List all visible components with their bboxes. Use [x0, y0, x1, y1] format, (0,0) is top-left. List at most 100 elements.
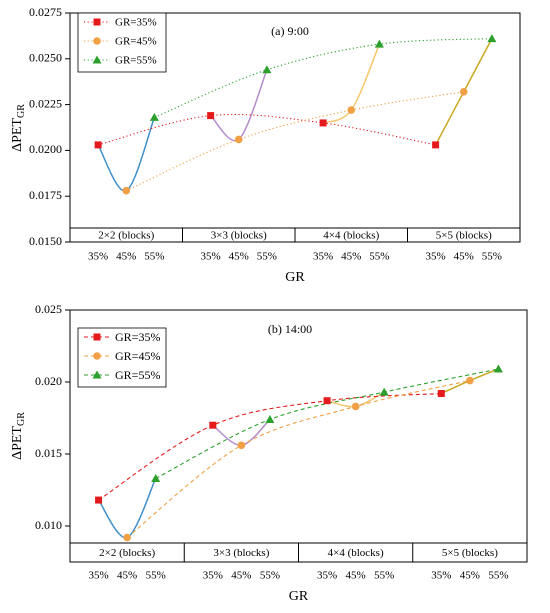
legend-label: GR=55% [115, 55, 157, 67]
marker-square [209, 421, 217, 429]
marker-square [437, 390, 445, 398]
x-tick-label: 45% [229, 251, 249, 263]
series-line [97, 113, 436, 146]
y-axis-label-sub: GR [16, 412, 27, 426]
x-tick-label: 55% [144, 251, 164, 263]
marker-triangle [374, 39, 384, 48]
y-axis-label-main: ΔPET [10, 426, 25, 460]
legend-marker [92, 55, 102, 64]
legend-label: GR=45% [115, 349, 160, 363]
x-tick-label: 45% [117, 570, 137, 582]
group-label: 3×3 (blocks) [213, 547, 269, 559]
legend-frame [77, 12, 167, 73]
x-tick-label: 55% [488, 570, 508, 582]
legend-marker [93, 37, 101, 45]
chart: 0.010 0.015 0.020 0.025 2×2 (blocks) 35% 45% 55… [10, 302, 528, 604]
marker-square [207, 112, 215, 120]
y-axis-label: ΔPETGR [10, 412, 27, 460]
x-tick-label: 35% [88, 570, 108, 582]
legend-marker [93, 18, 101, 26]
marker-triangle [493, 364, 503, 373]
y-tick-label: 0.0225 [29, 96, 62, 110]
x-axis-label: GR [289, 589, 309, 604]
y-tick-label: 0.0150 [29, 234, 62, 248]
x-tick-label: 55% [482, 251, 502, 263]
x-tick-label: 45% [116, 251, 136, 263]
marker-triangle [487, 34, 497, 43]
marker-circle [122, 186, 131, 195]
marker-circle [351, 402, 360, 411]
y-tick-label: 0.0275 [29, 5, 62, 19]
x-tick-label: 35% [203, 570, 223, 582]
x-tick-label: 55% [146, 570, 166, 582]
x-tick-label: 55% [374, 570, 394, 582]
x-tick-label: 45% [341, 251, 361, 263]
marker-circle [347, 106, 356, 114]
group-label: 5×5 (blocks) [436, 230, 492, 242]
group-label: 2×2 (blocks) [98, 230, 154, 242]
legend-label: GR=35% [115, 17, 157, 29]
series-line [155, 368, 499, 479]
x-tick-label: 35% [201, 251, 221, 263]
series-line [98, 392, 442, 501]
marker-triangle [149, 112, 159, 121]
y-tick-label: 0.0175 [29, 188, 62, 202]
y-tick-label: 0.0200 [29, 142, 62, 156]
y-tick-label: 0.010 [35, 518, 62, 532]
y-tick-label: 0.025 [35, 302, 62, 316]
x-tick-label: 45% [460, 570, 480, 582]
x-tick-label: 55% [260, 570, 280, 582]
x-tick-label: 35% [317, 570, 337, 582]
marker-circle [466, 376, 474, 385]
marker-triangle [265, 414, 275, 423]
block-curve [210, 69, 268, 142]
legend-marker [93, 352, 101, 360]
x-tick-label: 55% [257, 251, 277, 263]
x-tick-label: 55% [369, 251, 389, 263]
group-label: 4×4 (blocks) [328, 547, 384, 559]
legend-marker [92, 370, 102, 379]
series-line [126, 380, 470, 538]
x-tick-label: 35% [426, 251, 446, 263]
series-line [126, 91, 464, 192]
marker-square [323, 397, 331, 405]
y-tick-label: 0.015 [35, 446, 62, 460]
x-axis-label: GR [285, 270, 305, 285]
legend-label: GR=55% [115, 368, 160, 382]
block-curve [97, 117, 156, 192]
marker-circle [237, 441, 246, 450]
y-axis-label-main: ΔPET [10, 118, 25, 152]
x-tick-label: 45% [346, 570, 366, 582]
block-curve [97, 478, 157, 539]
marker-square [94, 141, 102, 149]
legend-frame [77, 327, 167, 388]
y-tick-label: 0.020 [35, 374, 62, 388]
x-tick-label: 45% [454, 251, 474, 263]
group-label: 3×3 (blocks) [211, 230, 267, 242]
marker-circle [123, 533, 131, 542]
legend-label: GR=35% [115, 330, 160, 344]
x-tick-label: 35% [88, 251, 108, 263]
marker-square [432, 141, 440, 149]
plot-frame [69, 12, 521, 243]
legend-marker [93, 333, 101, 341]
group-label: 5×5 (blocks) [442, 547, 498, 559]
marker-circle [459, 87, 468, 96]
chart-title: (a) 9:00 [271, 24, 309, 38]
marker-triangle [379, 387, 389, 396]
group-label: 2×2 (blocks) [99, 547, 155, 559]
y-tick-label: 0.0250 [29, 51, 62, 65]
series-line [154, 38, 492, 118]
y-axis-label-sub: GR [16, 104, 27, 118]
marker-triangle [151, 473, 161, 482]
x-tick-label: 35% [313, 251, 333, 263]
chart: 0.0150 0.0175 0.0200 0.0225 0.0250 0.0275 2×2 … [10, 5, 521, 285]
marker-triangle [262, 65, 272, 74]
legend-label: GR=45% [115, 36, 157, 48]
chart-title: (b) 14:00 [268, 322, 312, 336]
group-label: 4×4 (blocks) [323, 230, 379, 242]
marker-square [319, 119, 327, 127]
x-tick-label: 35% [431, 570, 451, 582]
marker-square [95, 496, 103, 504]
